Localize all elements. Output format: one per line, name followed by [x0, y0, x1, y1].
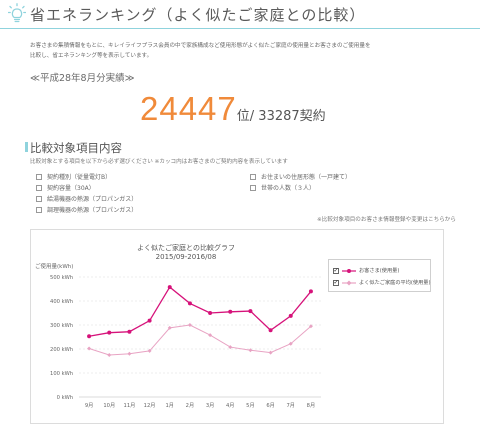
data-point-average — [167, 325, 172, 330]
comparison-chart-panel: よく似たご家庭との比較グラフ 2015/09-2016/08 ✓ お客さま(使用… — [30, 229, 444, 424]
x-tick-label: 9月 — [85, 402, 94, 409]
checkbox[interactable] — [36, 184, 42, 191]
option-contract-capacity[interactable]: 契約容量（30A） — [36, 183, 95, 192]
x-tick-label: 4月 — [226, 402, 235, 409]
series-line-average — [88, 324, 312, 356]
y-tick-label: 300 kWh — [50, 323, 73, 329]
data-point-average — [268, 350, 273, 355]
intro-line: お客さまの集積情報をもとに、キレイライフプラス会員の中で家族構成など使用形態がよ… — [30, 43, 371, 49]
option-water-heater-source[interactable]: 給湯機器の熱源（プロパンガス） — [36, 194, 137, 203]
option-cooking-source[interactable]: 調理機器の熱源（プロパンガス） — [36, 205, 137, 214]
x-tick-label: 7月 — [287, 402, 296, 409]
chart-legend: ✓ お客さま(使用量) ✓ よく似たご家庭の平均(使用量) — [328, 259, 431, 292]
option-label: 契約種別（従量電灯B） — [47, 174, 112, 181]
data-point-customer — [268, 328, 273, 333]
data-point-average — [87, 346, 92, 351]
rank-unit: 位 — [236, 109, 250, 124]
chart-subtitle: 2015/09-2016/08 — [155, 253, 217, 261]
legend-swatch-average — [342, 280, 356, 285]
y-tick-label: 500 kWh — [50, 275, 73, 281]
section-marker — [25, 142, 28, 152]
y-tick-label: 400 kWh — [50, 299, 73, 305]
data-point-customer — [167, 285, 172, 290]
data-point-average — [288, 341, 293, 346]
line-chart: ご使用量(kWh) 0 kWh 100 kWh 200 kWh 300 kWh 400 k… — [35, 262, 321, 409]
option-contract-type[interactable]: 契約種別（従量電灯B） — [36, 172, 111, 181]
x-tick-label: 8月 — [307, 402, 316, 409]
data-point-customer — [248, 309, 253, 314]
compare-description: 比較対象とする項目を以下から必ず選びください ※カッコ内はお客さまのご契約内容を… — [30, 159, 288, 165]
data-point-customer — [87, 334, 92, 339]
x-tick-label: 11月 — [124, 402, 136, 409]
header-divider — [0, 28, 480, 29]
option-household-size[interactable]: 世帯の人数（３人） — [250, 183, 315, 192]
data-point-average — [228, 345, 233, 350]
series-line-customer — [88, 286, 312, 337]
option-housing-type[interactable]: お住まいの住居形態（一戸建て） — [250, 172, 351, 181]
data-point-customer — [288, 313, 293, 318]
x-tick-label: 10月 — [103, 402, 115, 409]
data-point-customer — [228, 309, 233, 314]
y-axis-label: ご使用量(kWh) — [35, 262, 73, 270]
data-point-average — [147, 348, 152, 353]
chart-title: よく似たご家庭との比較グラフ — [137, 244, 235, 252]
checkbox[interactable] — [250, 184, 256, 191]
legend-checkbox-customer[interactable]: ✓ — [333, 266, 339, 274]
option-label: 契約容量（30A） — [47, 185, 95, 192]
option-label: お住まいの住居形態（一戸建て） — [261, 174, 352, 181]
x-tick-label: 12月 — [144, 402, 156, 409]
checkbox[interactable] — [36, 195, 42, 202]
option-label: 給湯機器の熱源（プロパンガス） — [47, 196, 138, 203]
data-point-customer — [127, 329, 132, 334]
rank-total: / 33287契約 — [249, 109, 326, 124]
x-tick-label: 5月 — [246, 402, 255, 409]
intro-text: お客さまの集積情報をもとに、キレイライフプラス会員の中で家族構成など使用形態がよ… — [30, 41, 470, 61]
data-point-average — [107, 353, 112, 357]
checkbox[interactable] — [36, 206, 42, 213]
rank-position: 24447 — [140, 90, 237, 127]
legend-checkbox-average[interactable]: ✓ — [333, 278, 339, 286]
legend-label: よく似たご家庭の平均(使用量) — [359, 280, 431, 286]
compare-title-text: 比較対象項目内容 — [30, 141, 122, 155]
x-tick-label: 3月 — [206, 402, 215, 409]
legend-swatch-customer — [342, 268, 356, 273]
legend-item-average[interactable]: ✓ よく似たご家庭の平均(使用量) — [333, 279, 431, 286]
data-point-customer — [187, 301, 192, 306]
checkbox[interactable] — [36, 173, 42, 180]
settings-link[interactable]: ※比較対象項目のお客さま情報登録や変更はこちらから — [317, 217, 456, 223]
x-tick-label: 6月 — [266, 402, 275, 409]
x-tick-label: 2月 — [186, 402, 195, 409]
data-point-customer — [208, 311, 213, 315]
data-point-average — [187, 323, 192, 327]
y-tick-label: 0 kWh — [57, 395, 73, 401]
y-tick-label: 200 kWh — [50, 347, 73, 353]
data-point-average — [248, 348, 253, 353]
data-point-average — [208, 333, 213, 338]
data-point-customer — [107, 330, 112, 335]
x-tick-label: 1月 — [166, 402, 175, 409]
option-label: 世帯の人数（３人） — [261, 185, 316, 192]
ranking-result: 24447位/ 33287契約 — [140, 90, 326, 128]
intro-line: 比較し、省エネランキング等を表示しています。 — [30, 53, 153, 59]
compare-section-title: 比較対象項目内容 — [25, 140, 122, 156]
data-point-average — [308, 324, 313, 329]
checkbox[interactable] — [250, 173, 256, 180]
option-label: 調理機器の熱源（プロパンガス） — [47, 207, 138, 214]
y-tick-label: 100 kWh — [50, 371, 73, 377]
period-label: ≪平成28年8月分実績≫ — [30, 73, 135, 84]
data-point-average — [127, 351, 132, 356]
data-point-customer — [308, 289, 313, 294]
legend-item-customer[interactable]: ✓ お客さま(使用量) — [333, 267, 399, 274]
page-header: 省エネランキング（よく似たご家庭との比較） — [0, 0, 480, 29]
data-point-customer — [147, 318, 152, 323]
page-title: 省エネランキング（よく似たご家庭との比較） — [30, 6, 366, 24]
lightbulb-icon — [8, 3, 26, 23]
legend-label: お客さま(使用量) — [359, 268, 400, 274]
